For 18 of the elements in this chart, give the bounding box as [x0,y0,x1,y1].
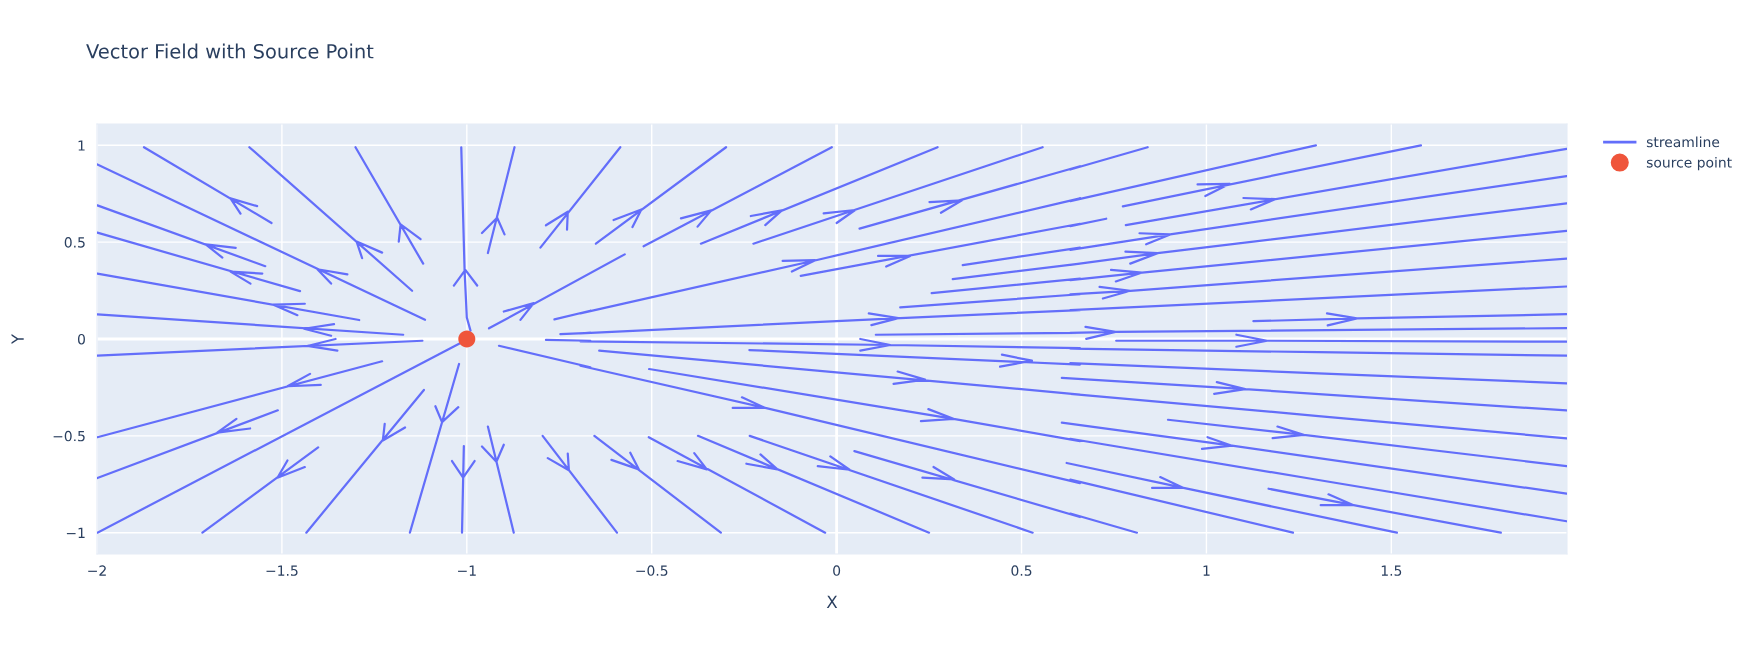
y-tick-label: 1 [78,140,85,151]
y-tick-label: −1 [66,527,85,538]
y-tick-label: 0.5 [64,237,85,248]
x-tick-label: 1.5 [1381,565,1402,576]
y-tick-label: −0.5 [53,430,85,442]
legend-label: source point [1646,156,1732,171]
x-tick-label: 0.5 [1011,565,1032,576]
y-tick-label: 0 [77,333,85,345]
legend-label: streamline [1646,136,1720,148]
x-tick-label: −0.5 [636,565,668,576]
y-axis-title: Y [11,333,24,345]
x-tick-label: −1 [458,565,476,576]
x-tick-label: −1.5 [266,565,298,576]
chart-title: Vector Field with Source Point [86,43,374,59]
x-tick-label: −2 [88,565,106,576]
x-tick-label: 0 [833,565,841,576]
x-axis-title: X [826,595,838,608]
x-tick-label: 1 [1203,565,1210,576]
